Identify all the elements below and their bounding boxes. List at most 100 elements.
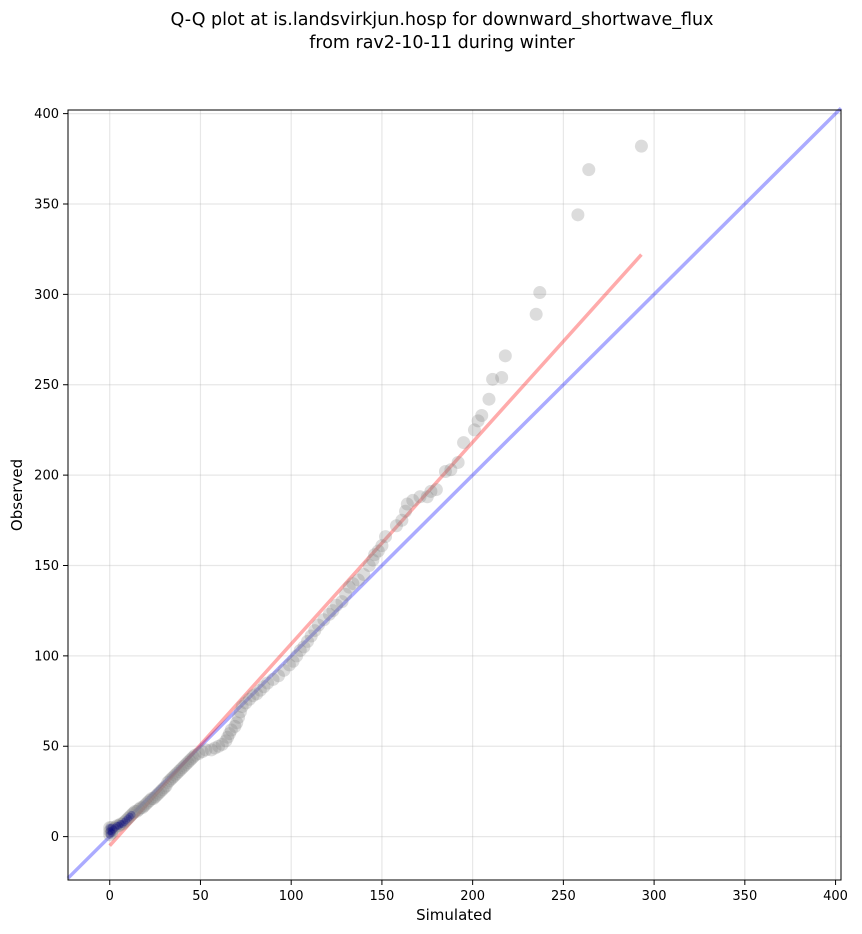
data-point xyxy=(379,530,393,544)
data-point-low xyxy=(114,821,123,830)
data-point xyxy=(389,519,403,533)
data-point xyxy=(304,629,318,643)
data-point xyxy=(471,414,485,428)
data-point xyxy=(424,484,438,498)
data-point xyxy=(400,497,414,511)
data-point-low xyxy=(122,816,131,825)
data-point xyxy=(308,624,322,638)
grid-lines xyxy=(68,110,841,880)
data-point xyxy=(139,797,153,811)
x-tick-label: 100 xyxy=(279,889,304,904)
data-point xyxy=(179,757,193,771)
data-point xyxy=(311,618,325,632)
data-point xyxy=(174,763,188,777)
data-point xyxy=(257,680,271,694)
data-point xyxy=(582,163,596,177)
data-point xyxy=(230,716,244,730)
data-point xyxy=(222,727,236,741)
data-point-low xyxy=(120,818,129,827)
data-point xyxy=(399,504,413,518)
data-point xyxy=(155,783,169,797)
data-point-low xyxy=(105,823,114,832)
y-tick-label: 300 xyxy=(34,288,59,303)
data-point xyxy=(395,513,409,527)
data-point xyxy=(150,788,164,802)
data-point xyxy=(634,139,648,153)
data-point xyxy=(228,719,242,733)
data-point xyxy=(246,689,260,703)
data-point xyxy=(195,745,209,759)
data-point xyxy=(215,737,229,751)
data-point xyxy=(297,640,311,654)
data-point xyxy=(351,573,365,587)
data-point xyxy=(183,754,197,768)
data-point xyxy=(130,804,144,818)
data-point xyxy=(290,649,304,663)
data-point xyxy=(529,307,543,321)
data-point-low xyxy=(107,827,116,836)
data-point xyxy=(115,817,129,831)
data-point xyxy=(232,710,246,724)
data-point xyxy=(406,493,420,507)
data-point xyxy=(444,463,458,477)
x-tick-label: 350 xyxy=(732,889,757,904)
y-tick-label: 200 xyxy=(34,469,59,484)
data-point xyxy=(123,810,137,824)
data-point-low xyxy=(127,810,136,819)
data-point xyxy=(368,548,382,562)
data-point xyxy=(362,558,376,572)
data-point xyxy=(168,768,182,782)
data-point xyxy=(429,483,443,497)
data-point xyxy=(451,455,465,469)
data-point xyxy=(301,634,315,648)
data-point xyxy=(235,699,249,713)
data-point xyxy=(221,730,235,744)
data-point-low xyxy=(107,829,116,838)
data-point xyxy=(163,774,177,788)
data-point xyxy=(357,568,371,582)
data-point xyxy=(293,643,307,657)
data-point xyxy=(164,772,178,786)
data-point xyxy=(172,765,186,779)
data-point xyxy=(233,705,247,719)
data-point xyxy=(177,759,191,773)
data-point xyxy=(346,577,360,591)
data-point xyxy=(103,824,117,838)
data-point xyxy=(330,598,344,612)
data-point xyxy=(106,822,120,836)
data-point xyxy=(457,436,471,450)
y-tick-label: 250 xyxy=(34,378,59,393)
data-point-low xyxy=(118,819,127,828)
fit-line xyxy=(108,253,643,847)
data-point xyxy=(271,669,285,683)
data-point xyxy=(128,804,142,818)
fit-line-layer xyxy=(108,253,643,847)
data-point-low xyxy=(125,812,134,821)
data-point xyxy=(467,423,481,437)
data-point xyxy=(184,752,198,766)
x-tick-label: 200 xyxy=(460,889,485,904)
x-tick-label: 300 xyxy=(642,889,667,904)
y-tick-label: 100 xyxy=(34,649,59,664)
data-point xyxy=(261,676,275,690)
data-point xyxy=(105,824,119,838)
data-point-low xyxy=(112,821,121,830)
data-point xyxy=(148,790,162,804)
data-point xyxy=(105,826,119,840)
data-point xyxy=(212,739,226,753)
data-point xyxy=(119,813,133,827)
data-point xyxy=(219,734,233,748)
data-point xyxy=(266,672,280,686)
chart-title-line-2: from rav2-10-11 during winter xyxy=(309,33,575,53)
data-point xyxy=(161,775,175,789)
x-tick-label: 50 xyxy=(192,889,209,904)
data-point xyxy=(170,766,184,780)
data-point xyxy=(141,795,155,809)
data-point xyxy=(135,801,149,815)
one-to-one-line xyxy=(66,106,843,880)
y-axis-label: Observed xyxy=(8,459,26,531)
data-point xyxy=(438,465,452,479)
data-point xyxy=(495,371,509,385)
data-point xyxy=(152,786,166,800)
